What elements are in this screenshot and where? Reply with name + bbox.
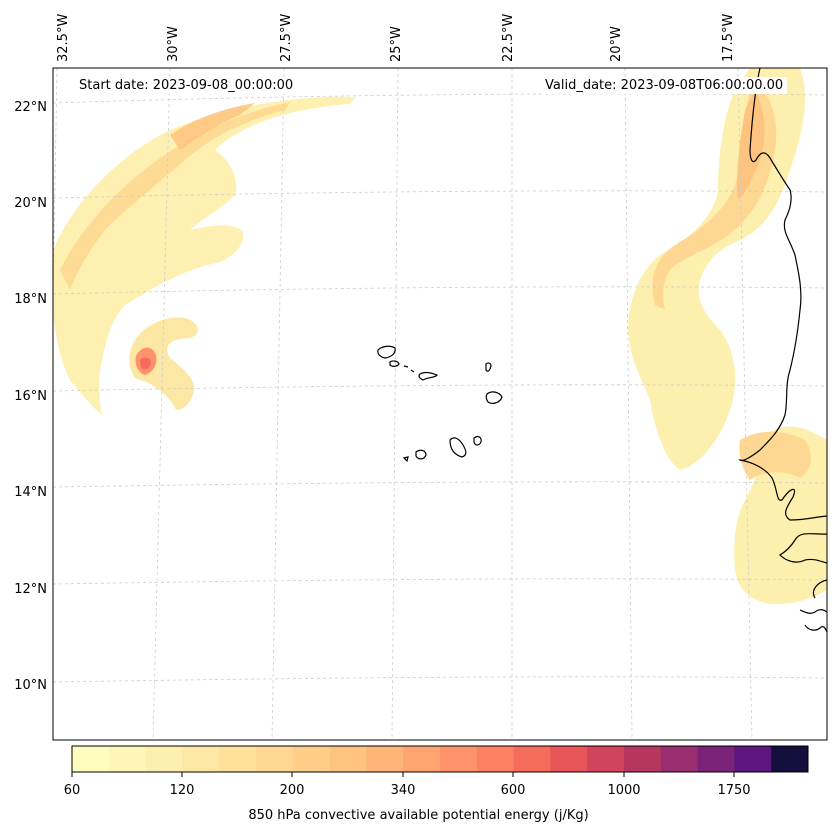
colorbar-swatch [403, 746, 441, 772]
lon-label: 32.5°W [56, 14, 71, 62]
colorbar-swatch [660, 746, 699, 772]
cape-band-east-mid [739, 431, 812, 480]
africa-coast [738, 68, 827, 521]
colorbar-swatch [329, 746, 367, 772]
colorbar-swatch [182, 746, 220, 772]
map-frame [52, 67, 828, 741]
lon-label: 27.5°W [279, 14, 294, 62]
colorbar-tick-labels: 60 120 200 340 600 1000 1750 [64, 783, 751, 798]
colorbar-ticks [71, 772, 735, 777]
start-date-annotation: Start date: 2023-09-08_00:00:00 [75, 77, 298, 94]
colorbar-tick-label: 60 [64, 783, 81, 798]
lat-label: 22°N [14, 100, 47, 115]
lat-label: 16°N [14, 389, 47, 404]
africa-coast-south [779, 533, 827, 564]
colorbar-tick-label: 600 [501, 783, 526, 798]
lon-label: 17.5°W [721, 14, 736, 62]
colorbar-tick-label: 200 [280, 783, 305, 798]
lon-label: 22.5°W [501, 14, 516, 62]
cape-verde-islands [377, 345, 503, 463]
cape-plume-northwest [53, 96, 356, 415]
colorbar-swatch [513, 746, 551, 772]
lon-label: 30°W [166, 26, 181, 62]
graticule [53, 68, 827, 740]
colorbar-swatch [476, 746, 515, 772]
colorbar-tick-label: 1750 [717, 783, 750, 798]
colorbar-swatch [734, 746, 772, 772]
latitude-labels: 22°N 20°N 18°N 16°N 14°N 12°N 10°N [14, 100, 47, 693]
colorbar-swatch [771, 746, 809, 772]
colorbar-swatch [72, 746, 110, 772]
colorbar-swatch [219, 746, 257, 772]
colorbar-tick-label: 120 [170, 783, 195, 798]
colorbar-swatch [587, 746, 625, 772]
colorbar-swatch [624, 746, 662, 772]
colorbar-swatch [440, 746, 478, 772]
lon-label: 25°W [389, 26, 404, 62]
lat-label: 14°N [14, 485, 47, 500]
colorbar-swatch [697, 746, 735, 772]
colorbar [72, 746, 809, 772]
colorbar-frame [71, 745, 809, 773]
lon-label: 20°W [609, 26, 624, 62]
lat-label: 10°N [14, 678, 47, 693]
cape-plume-northwest-peak [170, 103, 255, 150]
cape-cell-west-peak [140, 357, 151, 370]
colorbar-swatch [366, 746, 404, 772]
coastline [738, 68, 827, 633]
lat-label: 20°N [14, 196, 47, 211]
lat-label: 12°N [14, 582, 47, 597]
colorbar-tick-label: 340 [391, 783, 416, 798]
colorbar-swatch [256, 746, 294, 772]
cape-field [53, 68, 827, 605]
colorbar-label: 850 hPa convective available potential e… [248, 808, 589, 823]
cape-cell-west [129, 317, 198, 410]
longitude-labels: 32.5°W 30°W 27.5°W 25°W 22.5°W 20°W 17.5… [56, 14, 736, 62]
colorbar-swatch [292, 746, 331, 772]
colorbar-swatch [145, 746, 183, 772]
lat-label: 18°N [14, 292, 47, 307]
colorbar-swatch [108, 746, 147, 772]
colorbar-swatch [550, 746, 588, 772]
colorbar-tick-label: 1000 [607, 783, 640, 798]
valid-date-annotation: Valid_date: 2023-09-08T06:00:00.00 [541, 77, 788, 94]
